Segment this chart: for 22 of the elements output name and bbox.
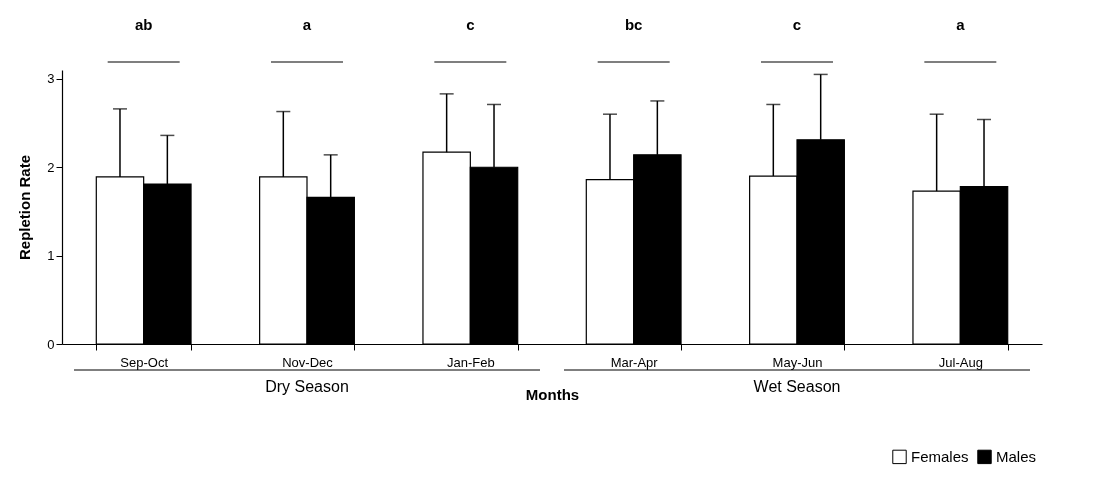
x-tick-label: Jul-Aug xyxy=(938,354,983,370)
y-tick-label: 2 xyxy=(47,159,55,175)
y-tick-label: 0 xyxy=(47,336,55,352)
y-tick-label: 3 xyxy=(47,71,55,87)
y-axis-title: Repletion Rate xyxy=(16,154,34,261)
y-tick-label: 1 xyxy=(47,248,55,264)
legend-label: Females xyxy=(911,447,969,465)
text: a xyxy=(302,16,312,33)
x-tick-label: Sep-Oct xyxy=(120,354,169,370)
x-tick-label: May-Jun xyxy=(772,354,823,370)
legend-label: Males xyxy=(996,447,1037,465)
text: c xyxy=(466,16,475,33)
x-tick-label: Jan-Feb xyxy=(446,354,495,370)
text: c xyxy=(792,16,802,33)
x-axis-title: Months xyxy=(525,385,580,403)
text: ab xyxy=(134,16,153,33)
text: a xyxy=(956,16,966,33)
x-tick-label: Mar-Apr xyxy=(610,354,659,370)
text: Wet Season xyxy=(753,378,841,395)
text: Dry Season xyxy=(265,378,349,395)
text: bc xyxy=(624,16,643,33)
x-tick-label: Nov-Dec xyxy=(282,354,334,370)
